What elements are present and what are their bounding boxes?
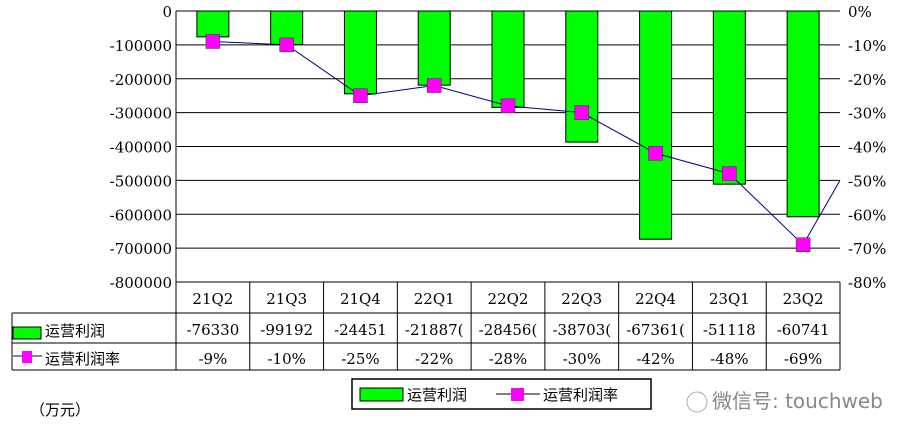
- bar: [343, 10, 377, 95]
- data-label: -42%: [636, 350, 674, 368]
- series-line: [212, 40, 841, 246]
- category-label: 22Q1: [414, 290, 455, 308]
- legend-label: 运营利润: [407, 386, 467, 404]
- category-label: 22Q3: [561, 290, 602, 308]
- data-label: -69%: [784, 350, 822, 368]
- left-tick-label: -700000: [110, 240, 172, 258]
- watermark: 微信号: touchweb: [712, 389, 883, 413]
- right-tick-label: -10%: [848, 37, 886, 55]
- bar: [196, 10, 230, 38]
- data-label: -51118: [703, 321, 756, 339]
- category-label: 21Q3: [266, 290, 307, 308]
- data-label: -38703(: [552, 321, 611, 339]
- right-tick-label: -40%: [848, 139, 886, 157]
- left-tick-label: -300000: [110, 105, 172, 123]
- right-tick-label: -70%: [848, 240, 886, 258]
- category-label: 22Q4: [635, 290, 676, 308]
- left-tick-label: -800000: [110, 274, 172, 292]
- data-label: -21887(: [405, 321, 464, 339]
- line-marker: [279, 37, 294, 53]
- data-label: -99192: [260, 321, 313, 339]
- data-label: -28456(: [479, 321, 538, 339]
- bar: [786, 10, 820, 218]
- category-label: 23Q1: [709, 290, 750, 308]
- line-marker: [500, 98, 516, 114]
- line-marker: [205, 34, 221, 49]
- data-label: -22%: [415, 350, 453, 368]
- series-name: 运营利润: [45, 322, 105, 340]
- category-label: 21Q4: [340, 290, 381, 308]
- line-marker: [722, 166, 737, 181]
- data-label: -67361(: [626, 321, 685, 339]
- bar: [712, 10, 746, 185]
- left-tick-label: -200000: [110, 71, 172, 89]
- data-label: -24451: [334, 321, 387, 339]
- data-label: -28%: [489, 350, 527, 368]
- left-tick-label: 0: [162, 3, 172, 21]
- category-label: 22Q2: [488, 290, 529, 308]
- left-tick-label: -500000: [110, 172, 172, 190]
- legend-key-bar: [12, 326, 42, 340]
- data-label: -48%: [710, 350, 748, 368]
- right-tick-label: 0%: [848, 3, 872, 21]
- legend-swatch-bar: [359, 387, 404, 402]
- left-tick-label: -400000: [110, 139, 172, 157]
- right-tick-label: -30%: [848, 105, 886, 123]
- data-label: -30%: [563, 350, 601, 368]
- right-tick-label: -80%: [848, 274, 886, 292]
- legend-label: 运营利润率: [543, 386, 618, 404]
- category-label: 23Q2: [783, 290, 824, 308]
- data-label: -25%: [341, 350, 379, 368]
- line-marker: [353, 88, 368, 103]
- line-marker: [648, 146, 663, 161]
- right-tick-label: -50%: [848, 172, 886, 190]
- bar: [639, 10, 673, 240]
- bar: [565, 10, 599, 143]
- left-tick-label: -100000: [110, 37, 172, 55]
- right-tick-label: -20%: [848, 71, 886, 89]
- wechat-icon: [686, 391, 708, 413]
- left-tick-label: -600000: [110, 206, 172, 224]
- data-label: -10%: [267, 350, 305, 368]
- unit-label: （万元）: [30, 401, 90, 419]
- bar: [491, 10, 525, 108]
- category-label: 21Q2: [192, 290, 233, 308]
- line-marker: [795, 237, 811, 252]
- right-tick-label: -60%: [848, 206, 886, 224]
- legend-marker: [511, 388, 524, 401]
- data-label: -9%: [198, 350, 227, 368]
- line-marker: [574, 105, 590, 120]
- data-label: -76330: [186, 321, 239, 339]
- line-marker: [426, 78, 442, 93]
- data-label: -60741: [777, 321, 830, 339]
- series-name: 运营利润率: [45, 350, 120, 368]
- bar: [417, 10, 451, 86]
- legend-key-marker: [22, 351, 32, 363]
